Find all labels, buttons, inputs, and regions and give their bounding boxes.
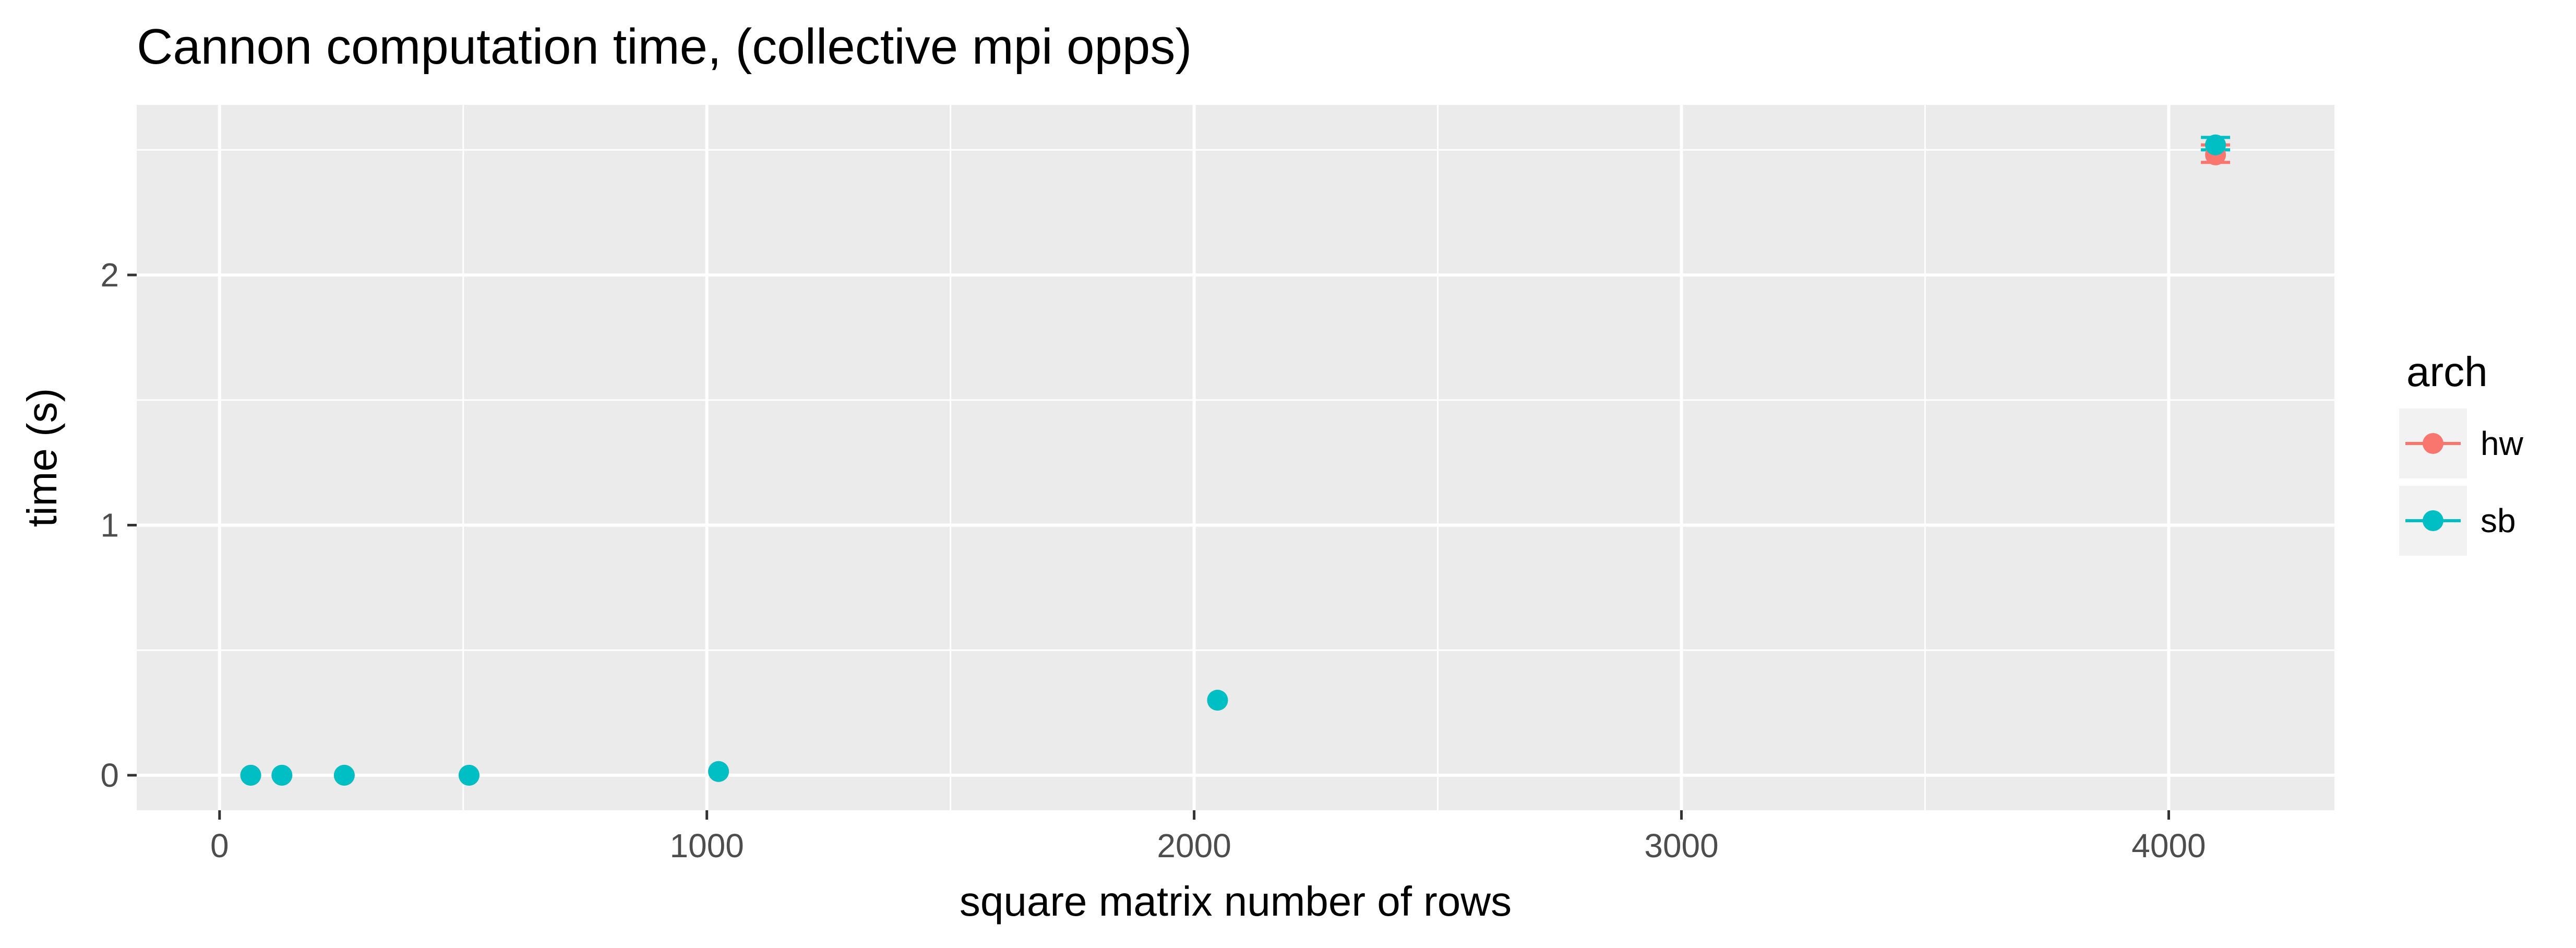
y-axis-ticks: 0 1 2	[100, 256, 137, 794]
point-sb	[2205, 134, 2226, 155]
y-tick-label: 1	[100, 506, 119, 544]
plot-panel	[137, 105, 2334, 810]
point-sb	[271, 764, 293, 786]
x-tick-label: 1000	[670, 827, 744, 865]
point-sb	[333, 764, 355, 786]
x-tick-label: 3000	[1644, 827, 1718, 865]
x-tick-label: 2000	[1157, 827, 1231, 865]
legend-entry-hw: hw	[2399, 409, 2524, 478]
point-sb	[708, 761, 729, 782]
legend-label: hw	[2481, 425, 2524, 462]
y-tick-label: 2	[100, 256, 119, 294]
x-tick-label: 0	[210, 827, 229, 865]
x-tick-label: 4000	[2131, 827, 2206, 865]
legend: arch hw sb	[2399, 349, 2524, 556]
chart-title: Cannon computation time, (collective mpi…	[137, 19, 1192, 75]
legend-key-point	[2423, 433, 2443, 454]
y-tick-label: 0	[100, 757, 119, 794]
y-axis-label: time (s)	[19, 388, 65, 527]
point-sb	[458, 764, 480, 786]
x-axis-ticks: 0 1000 2000 3000 4000	[210, 810, 2206, 865]
legend-title: arch	[2406, 349, 2488, 395]
data-points	[240, 134, 2226, 786]
grid-minor	[137, 105, 2334, 810]
grid-major	[137, 105, 2334, 810]
point-sb	[240, 764, 261, 786]
point-sb	[1207, 690, 1228, 711]
legend-entries: hw sb	[2399, 409, 2524, 556]
x-axis-label: square matrix number of rows	[960, 878, 1512, 925]
legend-entry-sb: sb	[2399, 486, 2516, 556]
legend-label: sb	[2481, 502, 2516, 539]
legend-key-point	[2423, 510, 2443, 531]
